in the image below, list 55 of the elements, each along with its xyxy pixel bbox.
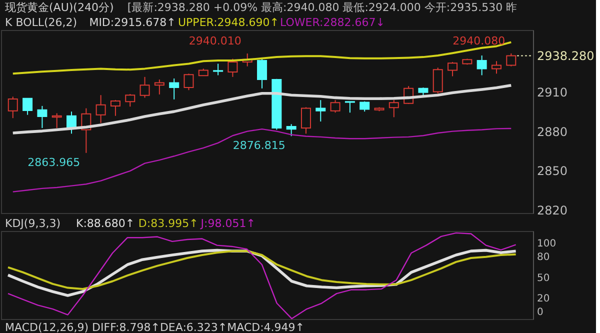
candlestick [257,58,268,89]
y-tick-label: 2820 [537,203,568,218]
y-tick-label: 80 [537,252,550,264]
candlestick [110,100,120,116]
series-label: J:98.051↑ [200,217,256,230]
candlestick [448,62,458,77]
y-tick-label: 100 [537,238,556,250]
text: D:83.995↑ [138,217,198,230]
text: K:88.680↑ [76,217,135,230]
line-series [11,84,513,134]
annotation: 2940.080 [452,34,506,48]
candlestick [506,52,516,67]
candlestick [22,98,33,116]
candlestick [184,73,194,91]
y-tick-label: 50 [537,272,550,284]
candlestick [37,105,48,129]
legend-title: K BOLL(26,2) [5,16,78,29]
line-series [12,128,512,192]
y-tick-label: 2880 [537,124,568,139]
candlestick [344,100,355,114]
line-series [7,250,517,290]
y-tick-label: 0 [537,307,544,318]
annotation: 2876.815 [232,139,286,152]
candlestick [491,60,502,74]
candlestick [169,78,180,100]
candlestick [140,76,150,98]
candlestick [316,100,326,122]
ref-line-label: 2938.280 [537,48,594,63]
candlestick [96,94,106,124]
y-tick-label: 2850 [537,164,568,178]
candlestick [476,54,487,76]
text: MID:2915.678↑ [89,16,176,29]
candlestick [125,94,136,108]
candlestick [52,112,62,129]
candlestick [154,79,164,95]
candlestick [388,100,399,118]
text: MACD(12,26,9) DIFF:8.798↑DEA:6.323↑MACD:4.949↑ [5,321,305,333]
line-series [7,232,516,320]
candlestick [432,67,443,94]
candlestick [286,124,296,137]
candlestick [300,106,311,134]
annotation: 2940.010 [188,34,242,48]
candlestick [8,96,18,119]
chart-subtitle: [最新:2938.280 +0.09% 最高:2940.080 最低:2924.000 今开:2935.530 昨 [127,1,518,14]
text: LOWER:2882.667↓ [280,16,385,29]
chart-title: 现货黄金(AU)(240分) [5,1,114,14]
candlestick [360,100,370,112]
legend-title: KDJ(9,3,3) [5,217,60,230]
text: UPPER:2948.690↑ [178,16,279,29]
y-tick-label: 2910 [537,86,568,100]
candlestick [213,63,224,76]
y-tick-label: 20 [537,293,550,304]
annotation: 2863.965 [28,156,80,169]
candlestick [228,58,238,78]
candlestick [330,100,340,114]
